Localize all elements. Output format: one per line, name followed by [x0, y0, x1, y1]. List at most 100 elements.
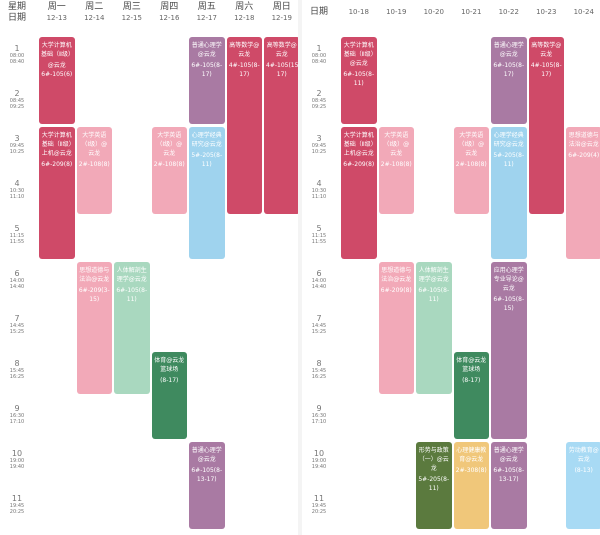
course-block[interactable]: 普通心理学@云龙 6#-105(8-17) — [189, 37, 225, 124]
right-week-panel: 日期 10-18 10-19 10-20 10-21 10-22 10-23 10-24 1… — [302, 0, 600, 535]
course-block[interactable]: 高等数学@云龙 4#-105(15-17) — [264, 37, 300, 214]
course-name: 高等数学@云龙 — [266, 42, 297, 58]
day-header[interactable]: 10-18 — [340, 7, 378, 18]
weekday-corner-label: 星期 — [7, 2, 26, 12]
course-room: (8-17) — [160, 377, 179, 384]
course-room: 6#-209(4) — [568, 152, 600, 159]
course-block[interactable]: 大学英语（Ⅰ级）@云龙 2#-108(8) — [151, 127, 187, 214]
course-block[interactable]: 人体解剖生理学@云龙 6#-105(8-11) — [114, 262, 150, 394]
course-block[interactable]: 大学计算机基础（Ⅱ级）@云龙 6#-105(8-11) — [341, 37, 377, 124]
slot-number: 11 — [11, 494, 23, 503]
day-header[interactable]: 10-23 — [528, 7, 566, 18]
day-date: 12-17 — [196, 14, 217, 22]
slot-number: 11 — [313, 494, 325, 503]
course-room: 6#-105(8-15) — [493, 296, 525, 312]
course-block[interactable]: 思想道德与法治@云龙 6#-209(8) — [378, 262, 414, 394]
slot-start-time: 09:45 — [311, 143, 327, 149]
day-header[interactable]: 周日 12-19 — [263, 2, 301, 24]
day-label: 周日 — [272, 2, 291, 12]
course-block[interactable]: 体育@云龙篮球场 (8-17) — [151, 352, 187, 439]
day-header[interactable]: 10-21 — [453, 7, 491, 18]
time-slot-label: 10 19:00 19:40 — [304, 449, 334, 470]
day-header[interactable]: 10-24 — [565, 7, 600, 18]
course-name: 思想道德与法治@云龙 — [79, 267, 110, 283]
corner-header: 星期 日期 — [2, 2, 32, 24]
slot-end-time: 15:25 — [311, 329, 327, 335]
course-room: 4#-105(8-17) — [530, 62, 562, 78]
course-block[interactable]: 大学计算机基础（Ⅱ级） @云龙 6#-105(6) — [39, 37, 75, 124]
slot-end-time: 08:40 — [311, 59, 327, 65]
slot-number: 8 — [316, 359, 322, 368]
day-date: 12-13 — [46, 14, 67, 22]
course-room: 6#-105(8-11) — [116, 287, 148, 303]
course-block[interactable]: 大学英语（Ⅰ级）@云龙 2#-108(8) — [76, 127, 112, 214]
day-date: 12-18 — [234, 14, 255, 22]
slot-end-time: 11:10 — [311, 194, 327, 200]
time-slot-label: 8 15:45 16:25 — [2, 359, 32, 380]
course-room: (8-17) — [462, 377, 481, 384]
day-header[interactable]: 周二 12-14 — [76, 2, 114, 24]
day-header[interactable]: 周六 12-18 — [226, 2, 264, 24]
course-name: 大学计算机基础（Ⅱ级） — [41, 42, 74, 58]
day-label: 周四 — [160, 2, 179, 12]
course-block[interactable]: 普通心理学@云龙 6#-105(8-17) — [491, 37, 527, 124]
slot-end-time: 11:10 — [9, 194, 25, 200]
day-header[interactable]: 10-20 — [415, 7, 453, 18]
course-name: 大学英语（Ⅰ级）@云龙 — [458, 132, 485, 157]
slot-end-time: 14:40 — [9, 284, 25, 290]
course-name: 体育@云龙篮球场 — [456, 357, 487, 373]
course-block[interactable]: 大学英语（Ⅰ级）@云龙 2#-108(8) — [378, 127, 414, 214]
course-block[interactable]: 普通心理学@云龙 6#-105(8-13-17) — [189, 442, 225, 529]
slot-start-time: 08:00 — [311, 53, 327, 59]
slot-start-time: 15:45 — [311, 368, 327, 374]
course-block[interactable]: 思想道德与法治@云龙 6#-209(4) — [566, 127, 600, 259]
course-block[interactable]: 高等数学@云龙 4#-105(8-17) — [528, 37, 564, 214]
time-slot-label: 7 14:45 15:25 — [2, 314, 32, 335]
course-block[interactable]: 形势与政策（一）@云龙 5#-205(8-11) — [416, 442, 452, 529]
slot-start-time: 19:00 — [311, 458, 327, 464]
slot-end-time: 14:40 — [311, 284, 327, 290]
course-block[interactable]: 心理健康教育@云龙 2#-308(8) — [453, 442, 489, 529]
course-room: 5#-205(8-11) — [418, 476, 450, 492]
slot-end-time: 17:10 — [311, 419, 327, 425]
time-slot-label: 4 10:30 11:10 — [2, 179, 32, 200]
day-label: 周二 — [85, 2, 104, 12]
slot-number: 9 — [14, 404, 20, 413]
course-name: 高等数学@云龙 — [531, 42, 562, 58]
course-block[interactable]: 大学英语（Ⅰ级）@云龙 2#-108(8) — [453, 127, 489, 214]
course-name: 应用心理学专业导论@云龙 — [493, 267, 524, 292]
course-name: 人体解剖生理学@云龙 — [116, 267, 147, 283]
course-block[interactable]: 应用心理学专业导论@云龙 6#-105(8-15) — [491, 262, 527, 439]
course-block[interactable]: 大学计算机基础（Ⅱ级）上机@云龙 6#-209(8) — [341, 127, 377, 259]
course-block[interactable]: 心理学经典研究@云龙 5#-205(8-11) — [189, 127, 225, 259]
time-slot-label: 10 19:00 19:40 — [2, 449, 32, 470]
day-header[interactable]: 10-22 — [490, 7, 528, 18]
day-date: 12-19 — [271, 14, 292, 22]
course-block[interactable]: 人体解剖生理学@云龙 6#-105(8-11) — [416, 262, 452, 394]
day-header[interactable]: 周三 12-15 — [113, 2, 151, 24]
course-room: 6#-105(8-17) — [493, 62, 525, 78]
day-header[interactable]: 周五 12-17 — [188, 2, 226, 24]
course-block[interactable]: 大学计算机基础（Ⅱ级）上机@云龙 6#-209(8) — [39, 127, 75, 259]
slot-number: 2 — [316, 89, 322, 98]
course-block[interactable]: 劳动教育@云龙 (8-13) — [566, 442, 600, 529]
day-date: 10-20 — [423, 8, 444, 16]
course-block[interactable]: 体育@云龙篮球场 (8-17) — [453, 352, 489, 439]
day-date: 12-14 — [84, 14, 105, 22]
course-block[interactable]: 普通心理学@云龙 6#-105(8-13-17) — [491, 442, 527, 529]
day-header[interactable]: 10-19 — [378, 7, 416, 18]
slot-number: 9 — [316, 404, 322, 413]
day-header[interactable]: 周四 12-16 — [151, 2, 189, 24]
slot-end-time: 10:25 — [9, 149, 25, 155]
slot-start-time: 14:00 — [9, 278, 25, 284]
course-room: (8-13) — [574, 467, 593, 474]
course-block[interactable]: 高等数学@云龙 4#-105(8-17) — [226, 37, 262, 214]
course-block[interactable]: 心理学经典研究@云龙 5#-205(8-11) — [491, 127, 527, 259]
day-header[interactable]: 周一 12-13 — [38, 2, 76, 24]
course-name: 大学计算机基础（Ⅱ级）上机@云龙 — [343, 132, 374, 157]
slot-number: 1 — [14, 44, 20, 53]
time-slot-label: 2 08:45 09:25 — [304, 89, 334, 110]
slot-number: 5 — [316, 224, 322, 233]
course-block[interactable]: 思想道德与法治@云龙 6#-209(3-15) — [76, 262, 112, 394]
course-room: 6#-209(3-15) — [78, 287, 110, 303]
